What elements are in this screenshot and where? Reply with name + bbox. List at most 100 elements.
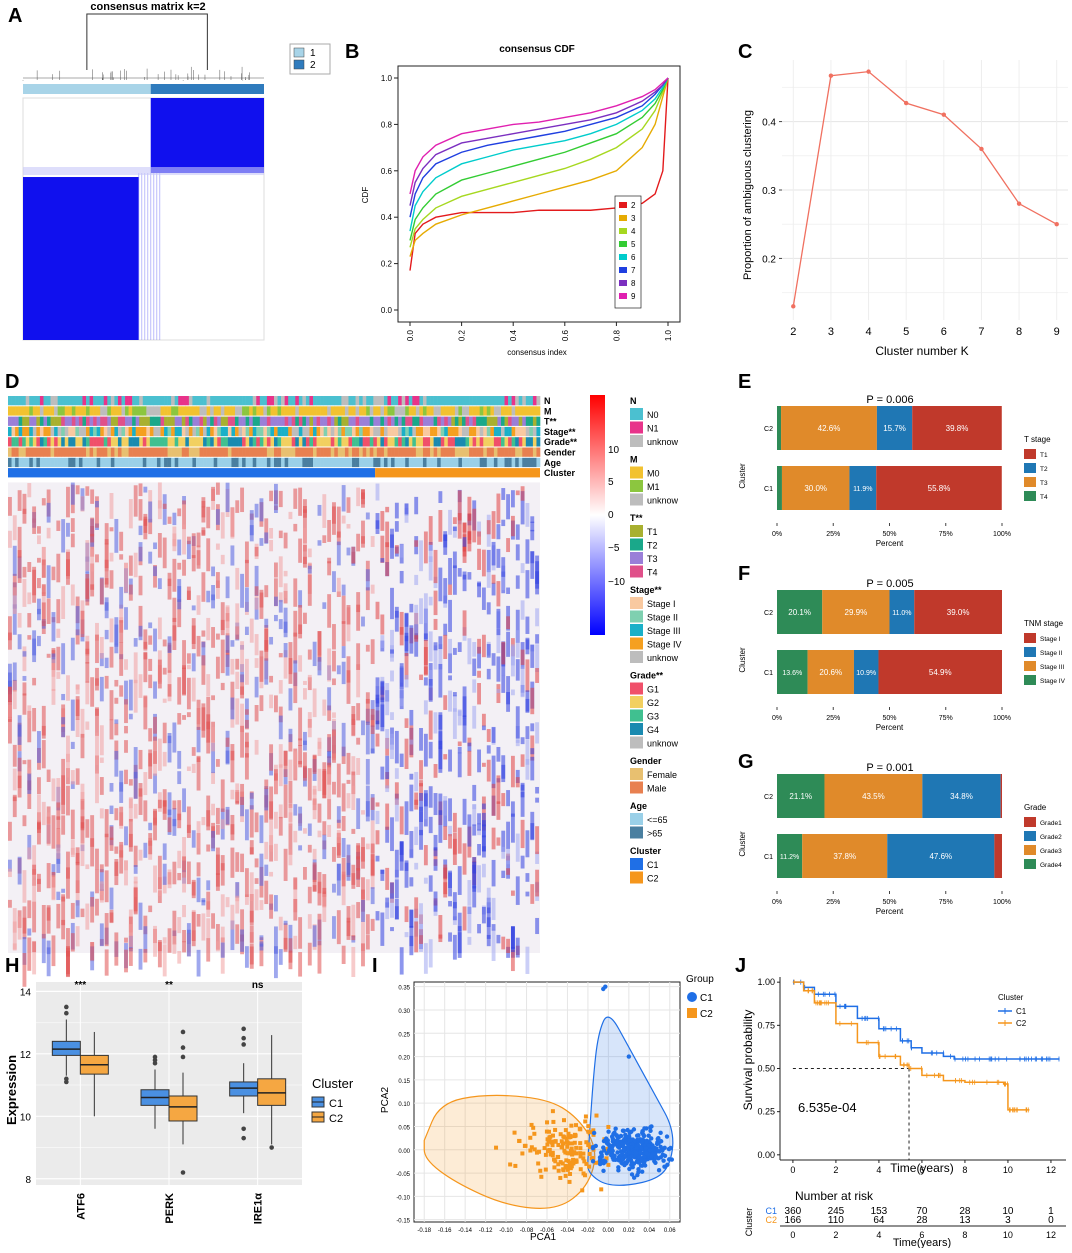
panel-i-point-c2 — [522, 1143, 527, 1148]
panel-j-xtick-label: 4 — [876, 1165, 881, 1175]
panel-d-annot-cell — [337, 416, 342, 426]
panel-i-point-c1 — [629, 1154, 634, 1159]
panel-d-cell — [443, 534, 448, 541]
panel-i-point-c1 — [601, 1168, 606, 1174]
panel-d-cell — [85, 573, 90, 599]
panel-d-cell — [457, 912, 462, 932]
panel-d-annot-cell — [135, 406, 140, 416]
panel-d-cell — [41, 905, 46, 939]
panel-d-cell — [506, 821, 511, 849]
panel-d-cell — [148, 501, 153, 523]
panel-d-cell — [240, 853, 245, 873]
panel-i-point-c1 — [658, 1130, 663, 1136]
panel-d-cell — [172, 861, 177, 885]
panel-d-cell — [515, 706, 520, 739]
panel-d-cell — [457, 642, 462, 652]
panel-d-cell — [133, 679, 138, 713]
panel-i-point-c1 — [626, 1134, 632, 1139]
panel-d-annot-cell — [57, 416, 62, 426]
panel-i-point-c2 — [552, 1157, 557, 1162]
panel-d-cell — [327, 799, 332, 820]
panel-d-cell — [206, 918, 211, 939]
panel-d-cell — [269, 527, 274, 539]
panel-d-cell — [240, 703, 245, 733]
panel-d-annot-cell — [252, 406, 257, 416]
panel-d-cell — [215, 807, 220, 825]
panel-i-point-c1 — [634, 1133, 640, 1138]
panel-d-annot-cell — [454, 416, 459, 426]
panel-d-annot-cell — [47, 457, 51, 468]
panel-d-annot-cell — [149, 406, 154, 416]
panel-d-annot-cell — [291, 437, 296, 447]
panel-d-annot-cell — [369, 426, 374, 437]
panel-d-annot-cell — [376, 447, 381, 457]
panel-d-cell — [501, 641, 506, 665]
panel-d-cell — [433, 642, 438, 651]
panel-d-annot-cell — [266, 457, 271, 468]
panel-i-point-c1 — [621, 1147, 627, 1152]
panel-d-annot-cell — [295, 406, 300, 416]
panel-d-annot-cell — [426, 457, 431, 468]
panel-d-legend-swatch — [630, 493, 643, 506]
panel-c-point — [1054, 222, 1059, 227]
panel-d-cell — [114, 846, 119, 854]
panel-d-cell — [254, 812, 259, 833]
panel-d-annot-cell — [213, 416, 218, 426]
panel-d-cell — [394, 879, 399, 899]
panel-d-cell — [327, 594, 332, 628]
panel-d-annot-cell — [405, 457, 410, 468]
panel-d-legend-swatch — [630, 651, 643, 663]
panel-d-annot-cell — [309, 447, 314, 457]
panel-d-cell — [312, 688, 317, 718]
panel-d-cell — [95, 634, 99, 664]
panel-d-cell — [143, 629, 148, 651]
panel-d-cell — [438, 793, 443, 815]
panel-d-cell — [27, 847, 32, 860]
panel-d-cell — [496, 775, 501, 804]
panel-d-annot-cell — [231, 416, 236, 426]
panel-d-cell — [80, 708, 85, 738]
panel-d-cell — [264, 585, 269, 598]
panel-d-cell — [51, 877, 56, 900]
panel-d-cell — [114, 723, 119, 736]
panel-d-cell — [385, 683, 390, 716]
panel-d-cell — [230, 904, 235, 930]
panel-d-cell — [206, 844, 211, 852]
panel-d-cell — [510, 949, 515, 972]
panel-d-cell — [211, 803, 215, 816]
panel-d-annot-cell — [8, 437, 12, 447]
panel-d-cell — [298, 538, 303, 563]
panel-d-cell — [177, 562, 182, 570]
panel-d-cell — [109, 837, 114, 851]
panel-d-annot-cell — [422, 457, 427, 468]
panel-d-annot-cell — [352, 437, 356, 447]
panel-i-point-c2 — [582, 1159, 587, 1164]
panel-d-cell — [452, 838, 457, 855]
panel-d-cell — [535, 786, 540, 794]
panel-d-cell — [61, 919, 66, 940]
panel-d-annot-cell — [341, 457, 346, 468]
panel-d-annot-cell — [472, 396, 477, 406]
panel-d-annot-cell — [227, 406, 232, 416]
panel-b-series-line-5 — [409, 77, 669, 241]
panel-d-cell — [433, 848, 438, 866]
panel-d-cell — [230, 814, 235, 841]
panel-d-annot-cell — [529, 457, 534, 468]
panel-j-risk-value: 360 — [785, 1206, 802, 1217]
panel-d-cell — [278, 490, 283, 508]
panel-d-cell — [293, 488, 298, 509]
panel-d-annot-cell — [199, 416, 204, 426]
panel-d-cell — [312, 641, 317, 667]
panel-d-legend-swatch — [630, 538, 643, 551]
panel-d-cell — [462, 571, 467, 580]
panel-d-cell — [220, 619, 225, 636]
panel-d-annot-cell — [472, 416, 477, 426]
panel-d-annot-cell — [274, 406, 278, 416]
panel-d-annot-cell — [281, 437, 285, 447]
panel-d-annot-label: Age — [544, 458, 561, 468]
panel-d-legend-label: Male — [647, 784, 667, 794]
panel-d-cell — [303, 752, 307, 778]
panel-d-cell — [90, 533, 95, 543]
panel-d-cell — [452, 902, 457, 921]
panel-i-point-c1 — [615, 1150, 620, 1155]
